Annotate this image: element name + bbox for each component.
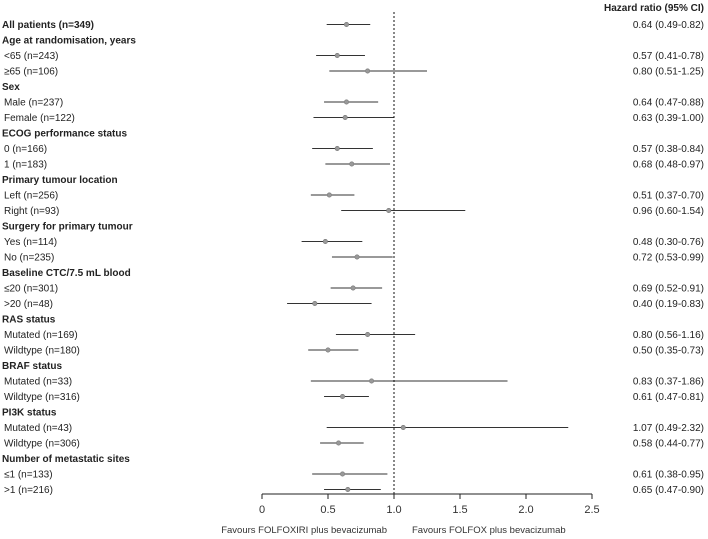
hazard-ratio-value: 0.40 (0.19-0.83): [633, 299, 704, 310]
hazard-ratio-value: 0.64 (0.49-0.82): [633, 20, 704, 31]
hazard-ratio-value: 0.96 (0.60-1.54): [633, 206, 704, 217]
subgroup-label: ≤20 (n=301): [4, 284, 58, 295]
hazard-ratio-value: 0.58 (0.44-0.77): [633, 439, 704, 450]
subgroup-label: Mutated (n=43): [4, 423, 72, 434]
group-header: Number of metastatic sites: [2, 454, 130, 465]
hr-point: [340, 471, 346, 477]
hazard-ratio-header: Hazard ratio (95% CI): [604, 3, 704, 14]
hazard-ratio-value: 0.69 (0.52-0.91): [633, 284, 704, 295]
hr-point: [336, 440, 342, 446]
favours-left-label: Favours FOLFOXIRI plus bevacizumab: [221, 525, 387, 536]
hazard-ratio-value: 0.83 (0.37-1.86): [633, 377, 704, 388]
x-tick-label: 0: [259, 504, 265, 516]
hr-point: [365, 68, 371, 74]
hazard-ratio-value: 0.65 (0.47-0.90): [633, 485, 704, 496]
hr-point: [312, 300, 318, 306]
subgroup-label: Wildtype (n=306): [4, 439, 80, 450]
subgroup-label: Left (n=256): [4, 191, 58, 202]
hr-point: [340, 393, 346, 399]
hazard-ratio-value: 0.63 (0.39-1.00): [633, 113, 704, 124]
hr-point: [334, 52, 340, 58]
subgroup-label: <65 (n=243): [4, 51, 59, 62]
subgroup-label: >20 (n=48): [4, 299, 53, 310]
hr-point: [354, 254, 360, 260]
group-header: PI3K status: [2, 408, 57, 419]
subgroup-label: 0 (n=166): [4, 144, 47, 155]
subgroup-label: Wildtype (n=316): [4, 392, 80, 403]
group-header: Sex: [2, 82, 20, 93]
rows-layer: All patients (n=349) 0.64 (0.49-0.82) Age …: [2, 20, 704, 496]
x-tick-label: 0.5: [320, 504, 335, 516]
group-header: RAS status: [2, 315, 56, 326]
hr-point: [365, 331, 371, 337]
hazard-ratio-value: 0.48 (0.30-0.76): [633, 237, 704, 248]
hazard-ratio-value: 0.80 (0.56-1.16): [633, 330, 704, 341]
favours-right-label: Favours FOLFOX plus bevacizumab: [412, 525, 566, 536]
group-header-suffix: status: [24, 408, 57, 419]
hazard-ratio-value: 0.61 (0.47-0.81): [633, 392, 704, 403]
group-header-suffix: status: [30, 361, 63, 372]
group-header: BRAF status: [2, 361, 62, 372]
hazard-ratio-value: 0.50 (0.35-0.73): [633, 346, 704, 357]
hazard-ratio-value: 0.80 (0.51-1.25): [633, 67, 704, 78]
hr-point: [400, 424, 406, 430]
hr-point: [343, 99, 349, 105]
subgroup-label: Yes (n=114): [4, 237, 57, 248]
x-tick-label: 1.5: [452, 504, 467, 516]
hr-point: [349, 161, 355, 167]
subgroup-label: Wildtype (n=180): [4, 346, 80, 357]
subgroup-label: Mutated (n=169): [4, 330, 78, 341]
x-axis: 0 0.5 1.0 1.5 2.0 2.5: [259, 493, 600, 516]
group-header: ECOG performance status: [2, 129, 127, 140]
group-header: Baseline CTC/7.5 mL blood: [2, 268, 131, 279]
group-header-suffix: status: [23, 315, 56, 326]
subgroup-label: Male (n=237): [4, 98, 63, 109]
x-tick-label: 2.5: [584, 504, 599, 516]
subgroup-label: ≤1 (n=133): [4, 470, 53, 481]
x-tick-label: 1.0: [386, 504, 401, 516]
hr-point: [326, 192, 332, 198]
hazard-ratio-value: 0.68 (0.48-0.97): [633, 160, 704, 171]
hazard-ratio-value: 0.72 (0.53-0.99): [633, 253, 704, 264]
subgroup-label: >1 (n=216): [4, 485, 53, 496]
subgroup-label: No (n=235): [4, 253, 54, 264]
hr-point: [322, 239, 328, 245]
hr-point: [334, 146, 340, 152]
group-header: Surgery for primary tumour: [2, 222, 133, 233]
hazard-ratio-value: 0.57 (0.38-0.84): [633, 144, 704, 155]
group-header-gene: BRAF: [2, 361, 30, 372]
hr-point: [342, 115, 348, 121]
subgroup-label: Right (n=93): [4, 206, 59, 217]
hr-point: [325, 347, 331, 353]
hr-point: [343, 21, 349, 27]
group-header: Age at randomisation, years: [2, 36, 136, 47]
hazard-ratio-value: 1.07 (0.49-2.32): [633, 423, 704, 434]
subgroup-label: All patients (n=349): [2, 20, 94, 31]
subgroup-label: Female (n=122): [4, 113, 75, 124]
group-header-gene: RAS: [2, 315, 23, 326]
subgroup-label: ≥65 (n=106): [4, 67, 58, 78]
subgroup-label: 1 (n=183): [4, 160, 47, 171]
group-header-gene: PI3K: [2, 408, 25, 419]
hr-point: [386, 208, 392, 214]
hazard-ratio-value: 0.61 (0.38-0.95): [633, 470, 704, 481]
x-tick-label: 2.0: [518, 504, 533, 516]
subgroup-label: Mutated (n=33): [4, 377, 72, 388]
group-header: Primary tumour location: [2, 175, 118, 186]
hazard-ratio-value: 0.64 (0.47-0.88): [633, 98, 704, 109]
hazard-ratio-value: 0.51 (0.37-0.70): [633, 191, 704, 202]
hr-point: [345, 486, 351, 492]
hr-point: [369, 378, 375, 384]
hr-point: [350, 285, 356, 291]
hazard-ratio-value: 0.57 (0.41-0.78): [633, 51, 704, 62]
